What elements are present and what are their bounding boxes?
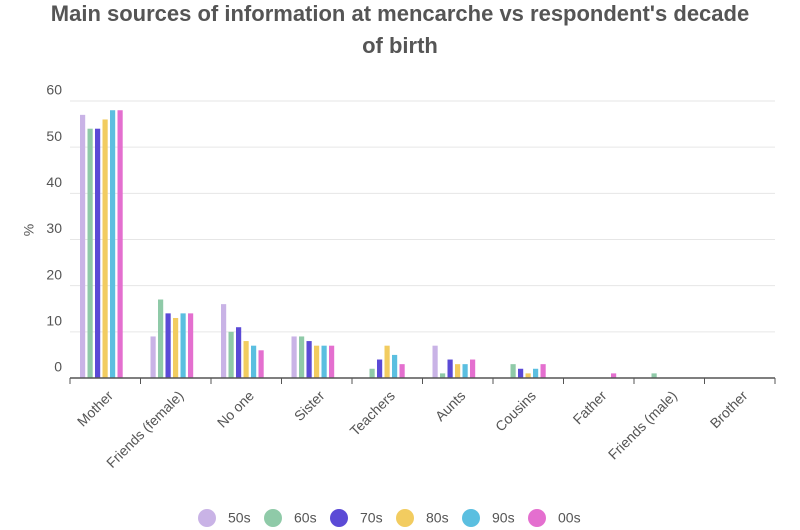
legend-label: 00s — [558, 510, 581, 526]
bar — [180, 313, 186, 378]
bar — [150, 336, 156, 378]
bar — [540, 364, 546, 378]
bar — [306, 341, 312, 378]
x-tick-label: Brother — [707, 387, 751, 431]
x-tick-label: Teachers — [347, 387, 398, 438]
legend-swatch — [396, 509, 414, 527]
bar — [251, 345, 257, 378]
bar — [110, 110, 116, 378]
x-tick-label: Father — [570, 387, 610, 427]
x-tick-label: Cousins — [492, 387, 539, 434]
x-tick-label: Aunts — [432, 387, 469, 424]
y-tick-label: 0 — [54, 359, 62, 375]
legend-label: 50s — [228, 510, 251, 526]
bar — [455, 364, 461, 378]
bar — [432, 345, 438, 378]
bar — [377, 359, 383, 378]
bar — [329, 345, 335, 378]
y-axis-label: % — [21, 224, 37, 236]
bar — [510, 364, 516, 378]
y-tick-label: 20 — [46, 266, 62, 282]
x-tick-label: Sister — [291, 387, 328, 424]
bar — [369, 368, 375, 378]
x-tick-label: Friends (male) — [605, 387, 680, 462]
y-tick-label: 40 — [46, 174, 62, 190]
bar — [291, 336, 297, 378]
bar — [117, 110, 123, 378]
bar — [95, 128, 101, 378]
chart-title-text: Main sources of information at mencarche… — [51, 1, 749, 58]
bar — [243, 341, 249, 378]
bar — [158, 299, 164, 378]
bar — [258, 350, 264, 378]
bar — [102, 119, 108, 378]
y-tick-label: 30 — [46, 220, 62, 236]
legend-swatch — [330, 509, 348, 527]
bar — [173, 317, 179, 378]
bar — [651, 373, 657, 378]
legend-swatch — [264, 509, 282, 527]
bar — [440, 373, 446, 378]
bar — [518, 368, 524, 378]
legend-label: 90s — [492, 510, 515, 526]
chart-title: Main sources of information at mencarche… — [51, 1, 749, 58]
legend-swatch — [198, 509, 216, 527]
bar — [221, 304, 227, 378]
y-tick-label: 50 — [46, 128, 62, 144]
y-tick-label: 60 — [46, 82, 62, 98]
legend-label: 60s — [294, 510, 317, 526]
legend-swatch — [528, 509, 546, 527]
legend-label: 70s — [360, 510, 383, 526]
bar — [470, 359, 476, 378]
bar — [525, 373, 531, 378]
bar — [384, 345, 390, 378]
bar — [188, 313, 194, 378]
legend-label: 80s — [426, 510, 449, 526]
bar — [165, 313, 171, 378]
bar — [228, 331, 234, 378]
bar — [80, 114, 86, 378]
x-tick-label: Friends (female) — [103, 387, 186, 470]
bar — [447, 359, 453, 378]
bar — [236, 327, 242, 378]
bar — [392, 354, 398, 378]
x-tick-label: Mother — [74, 387, 116, 429]
bar — [299, 336, 305, 378]
bar — [314, 345, 320, 378]
bar — [399, 364, 405, 378]
bar — [533, 368, 539, 378]
bar — [462, 364, 468, 378]
bar — [321, 345, 327, 378]
bar — [87, 128, 93, 378]
bar — [611, 373, 617, 378]
x-tick-label: No one — [214, 387, 257, 430]
legend-swatch — [462, 509, 480, 527]
y-tick-label: 10 — [46, 313, 62, 329]
